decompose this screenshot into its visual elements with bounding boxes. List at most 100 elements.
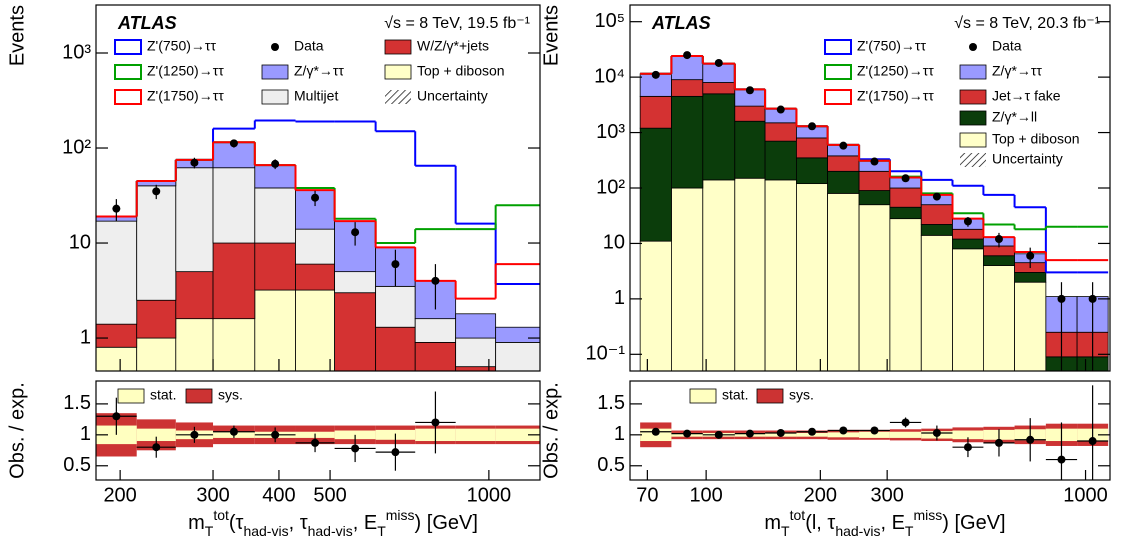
data-point	[1088, 294, 1097, 303]
data-point	[683, 429, 692, 438]
legend-swatch	[959, 132, 987, 148]
data-point	[714, 58, 723, 67]
stack-segment	[495, 326, 540, 343]
legend-marker	[969, 43, 977, 51]
band	[859, 431, 890, 438]
data-point	[351, 444, 360, 453]
stack-segment	[952, 228, 984, 240]
stack-segment	[796, 183, 828, 371]
x-axis-label-part: tot	[213, 507, 229, 523]
legend-label: Z/γ*→ττ	[294, 63, 344, 79]
plot-area	[96, 119, 540, 391]
x-axis-label-part: (l, τ	[805, 512, 835, 534]
y-tick-label: 1	[80, 423, 91, 445]
legend-label: Data	[294, 38, 324, 54]
data-point	[745, 86, 754, 95]
legend-swatch	[959, 89, 987, 105]
y-tick-label: 0.5	[63, 454, 91, 476]
plot-frame	[95, 4, 541, 372]
stack-segment	[889, 206, 922, 220]
stack-segment	[952, 238, 984, 250]
plot-area	[640, 385, 1109, 480]
stack-segment	[96, 220, 138, 325]
stack-segment	[375, 326, 416, 371]
legend-swatch	[959, 64, 987, 80]
stack-segment	[827, 170, 860, 194]
data-point	[994, 235, 1003, 244]
legend-label: Top + diboson	[417, 63, 505, 79]
x-axis-label-part: m	[188, 512, 205, 534]
data-point	[745, 429, 754, 438]
y-tick-label: 10²	[596, 176, 625, 198]
legend-label: stat.	[722, 387, 748, 403]
x-axis-label-part: T	[905, 523, 914, 539]
stack-segment	[335, 381, 376, 391]
legend-label: Z'(750)→ττ	[857, 38, 926, 54]
stack-segment	[295, 263, 336, 291]
data-point	[932, 192, 941, 201]
x-tick-label: 200	[103, 484, 136, 506]
data-point	[963, 443, 972, 452]
legend-swatch	[261, 64, 289, 80]
plot-area	[96, 391, 540, 471]
y-tick-label: 10	[69, 231, 91, 253]
legend-label: sys.	[218, 387, 243, 403]
data-point	[391, 448, 400, 457]
data-point	[776, 428, 785, 437]
stack-segment	[254, 187, 296, 244]
y-tick-label: 1.5	[597, 392, 625, 414]
stack-segment	[671, 79, 704, 97]
stack-segment	[136, 337, 177, 371]
legend-label: Jet→τ fake	[992, 88, 1061, 104]
stack-segment	[952, 248, 984, 371]
band	[827, 432, 860, 438]
stack-segment	[375, 285, 416, 328]
data-point	[190, 430, 199, 439]
stack-segment	[827, 155, 860, 172]
data-point	[311, 438, 320, 447]
legend-label: Z/γ*→ll	[992, 109, 1037, 125]
data-point	[808, 122, 817, 131]
chart-subtitle: √s = 8 TeV, 19.5 fb⁻¹	[384, 15, 530, 32]
x-tick-label: 1000	[1063, 484, 1108, 506]
stack-segment	[702, 179, 736, 371]
stack-segment	[414, 318, 457, 343]
legend-swatch	[114, 64, 142, 80]
data-point	[1057, 294, 1066, 303]
data-point	[994, 438, 1003, 447]
x-tick-label: 1000	[467, 484, 512, 506]
y-tick-label: 10²	[62, 136, 91, 158]
stack-segment	[796, 137, 828, 159]
stack-segment	[455, 313, 497, 339]
y-tick-label: 10⁵	[594, 10, 625, 32]
stack-segment	[212, 242, 256, 320]
stack-segment	[858, 190, 891, 206]
legend-swatch	[385, 90, 411, 104]
data-point	[1057, 455, 1066, 464]
legend-label: Multijet	[294, 88, 338, 104]
x-tick-label: 200	[804, 484, 837, 506]
data-point	[1026, 435, 1035, 444]
legend-marker	[271, 43, 279, 51]
data-point	[431, 276, 440, 285]
legend-label: Z/γ*→ττ	[992, 63, 1042, 79]
legend-label: W/Z/γ*+jets	[417, 38, 489, 54]
data-point	[651, 70, 660, 79]
y-axis-label: Events	[540, 5, 562, 66]
legend-swatch	[384, 39, 412, 55]
data-point	[839, 426, 848, 435]
x-axis-label-part: ) [GeV]	[415, 512, 478, 534]
y-axis-label: Obs. / exp.	[6, 382, 28, 479]
x-axis-label-part: T	[205, 523, 214, 539]
legend-swatch	[117, 388, 145, 404]
x-axis-label-part: had-vis	[308, 523, 353, 539]
legend-swatch	[384, 64, 412, 80]
stack-segment	[920, 224, 953, 236]
stack-segment	[920, 234, 953, 371]
stack-segment	[455, 337, 497, 368]
legend-label: Z'(750)→ττ	[147, 38, 216, 54]
legend-swatch	[824, 89, 852, 105]
stack-segment	[764, 140, 797, 181]
stack-segment	[136, 299, 177, 339]
data-point	[963, 217, 972, 226]
